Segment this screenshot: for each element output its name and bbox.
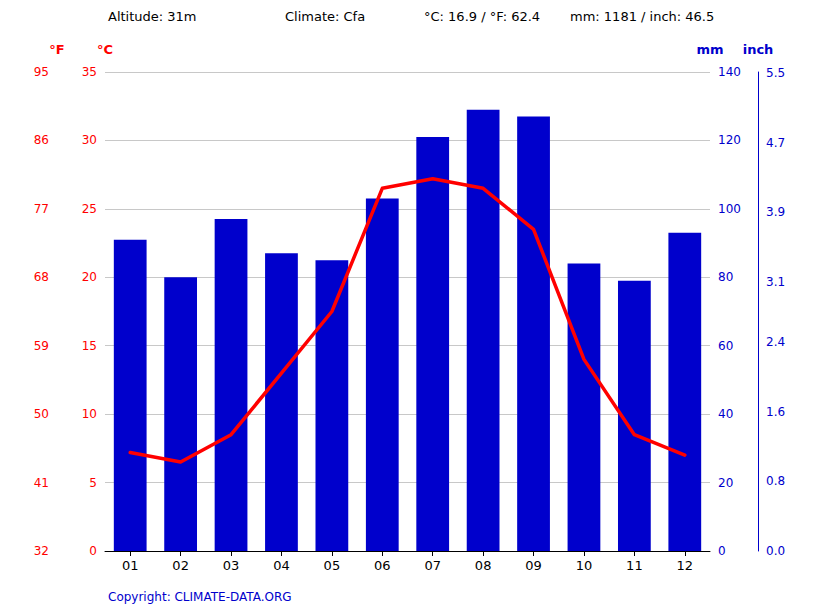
svg-text:10: 10	[82, 407, 97, 421]
svg-text:Altitude: 31m: Altitude: 31m	[108, 9, 197, 24]
svg-text:60: 60	[718, 339, 733, 353]
svg-text:2.4: 2.4	[766, 335, 785, 349]
svg-text:59: 59	[34, 339, 49, 353]
svg-text:4.7: 4.7	[766, 136, 785, 150]
svg-text:86: 86	[34, 133, 49, 147]
svg-text:40: 40	[718, 407, 733, 421]
svg-text:5: 5	[89, 476, 97, 490]
svg-text:15: 15	[82, 339, 97, 353]
svg-text:3.9: 3.9	[766, 205, 785, 219]
svg-text:0: 0	[89, 544, 97, 558]
svg-text:68: 68	[34, 270, 49, 284]
svg-text:32: 32	[34, 544, 49, 558]
svg-text:0.8: 0.8	[766, 474, 785, 488]
svg-text:06: 06	[374, 558, 391, 573]
svg-text:77: 77	[34, 202, 49, 216]
svg-text:95: 95	[34, 65, 49, 79]
svg-text:100: 100	[718, 202, 741, 216]
svg-text:5.5: 5.5	[766, 66, 785, 80]
svg-text:Climate: Cfa: Climate: Cfa	[285, 9, 365, 24]
svg-text:03: 03	[223, 558, 240, 573]
svg-text:01: 01	[122, 558, 139, 573]
svg-text:07: 07	[424, 558, 441, 573]
svg-text:°C: °C	[97, 42, 113, 57]
svg-text:50: 50	[34, 407, 49, 421]
svg-text:10: 10	[576, 558, 593, 573]
svg-text:09: 09	[525, 558, 542, 573]
svg-text:25: 25	[82, 202, 97, 216]
svg-text:mm: mm	[696, 42, 723, 57]
svg-text:°C: 16.9 / °F: 62.4: °C: 16.9 / °F: 62.4	[424, 9, 540, 24]
svg-text:20: 20	[82, 270, 97, 284]
svg-text:0.0: 0.0	[766, 544, 785, 558]
svg-text:11: 11	[626, 558, 643, 573]
svg-text:120: 120	[718, 133, 741, 147]
svg-text:0: 0	[718, 544, 726, 558]
svg-text:04: 04	[273, 558, 290, 573]
svg-text:°F: °F	[49, 42, 64, 57]
svg-text:08: 08	[475, 558, 492, 573]
svg-text:30: 30	[82, 133, 97, 147]
svg-text:41: 41	[34, 476, 49, 490]
svg-text:02: 02	[172, 558, 189, 573]
svg-text:20: 20	[718, 476, 733, 490]
svg-text:mm: 1181 / inch: 46.5: mm: 1181 / inch: 46.5	[570, 9, 714, 24]
svg-text:3.1: 3.1	[766, 275, 785, 289]
svg-text:05: 05	[324, 558, 341, 573]
svg-text:1.6: 1.6	[766, 405, 785, 419]
svg-text:35: 35	[82, 65, 97, 79]
svg-text:inch: inch	[743, 42, 774, 57]
svg-text:140: 140	[718, 65, 741, 79]
svg-text:Copyright: CLIMATE-DATA.ORG: Copyright: CLIMATE-DATA.ORG	[108, 590, 292, 604]
svg-text:80: 80	[718, 270, 733, 284]
svg-text:12: 12	[677, 558, 694, 573]
